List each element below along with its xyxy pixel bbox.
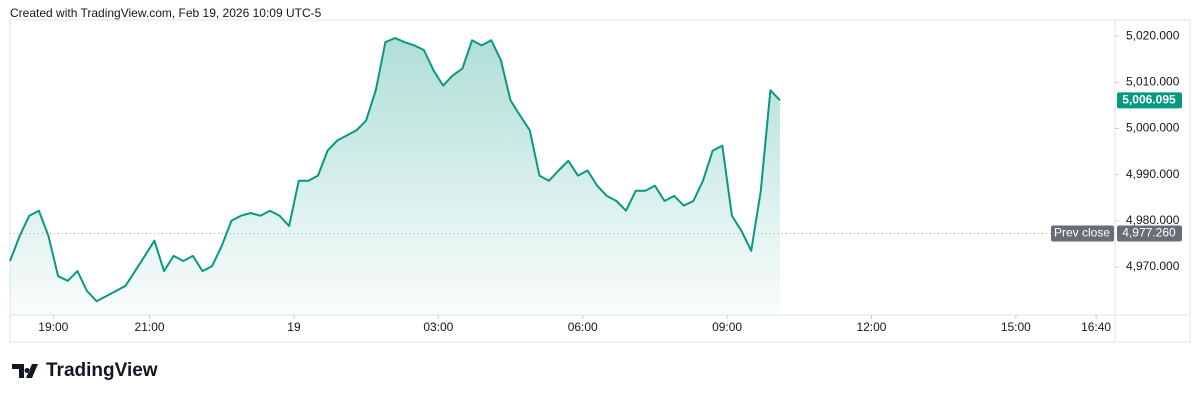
prev-close-label: 4,977.260: [1122, 226, 1176, 240]
x-tick-label: 15:00: [1001, 320, 1031, 334]
header: Created with TradingView.com, Feb 19, 20…: [10, 6, 322, 20]
y-tick-label: 4,970.000: [1126, 259, 1180, 273]
x-tick-label: 21:00: [135, 320, 165, 334]
area-fill: [10, 38, 780, 315]
x-tick-label: 06:00: [568, 320, 598, 334]
x-tick-label: 03:00: [423, 320, 453, 334]
price-line: [9, 37, 781, 303]
x-tick-label: 16:40: [1081, 320, 1111, 334]
last-price-badge: [1117, 92, 1182, 109]
y-tick-label: 4,980.000: [1126, 213, 1180, 227]
x-tick-label: 09:00: [712, 320, 742, 334]
panel-border: [9, 19, 1191, 343]
y-tick-label: 5,010.000: [1126, 74, 1180, 88]
logo: TradingView: [12, 360, 158, 381]
y-tick-label: 4,990.000: [1126, 167, 1180, 181]
x-tick-label: 19:00: [38, 320, 68, 334]
x-tick-label: 12:00: [856, 320, 886, 334]
prev-close-badge: [1117, 225, 1182, 242]
y-tick-label: 5,000.000: [1126, 121, 1180, 135]
last-price-label: 5,006.095: [1122, 93, 1176, 107]
brand: TradingView: [46, 360, 158, 381]
y-tick-label: 5,020.000: [1126, 28, 1180, 42]
prev-close-name: Prev close: [1054, 226, 1110, 240]
x-tick-label: 19: [287, 320, 301, 334]
prev-close-tag: [1051, 225, 1114, 242]
